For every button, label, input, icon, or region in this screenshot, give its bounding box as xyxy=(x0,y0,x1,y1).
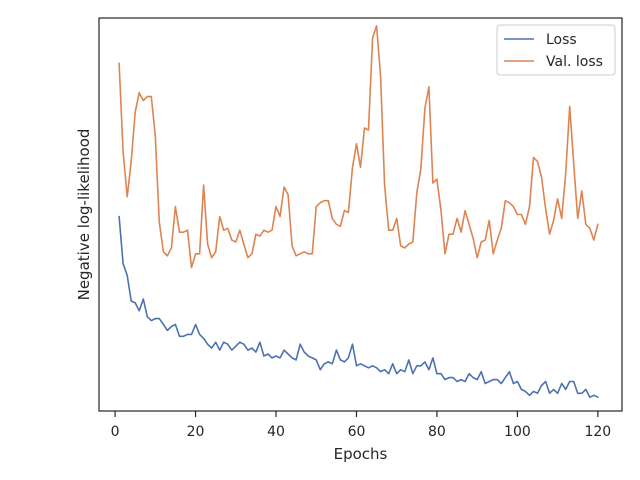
legend-label-val-loss: Val. loss xyxy=(546,54,603,70)
x-tick-label: 80 xyxy=(428,424,446,440)
x-tick-label: 0 xyxy=(111,424,120,440)
x-axis-label: Epochs xyxy=(334,445,388,463)
series-line-val-loss xyxy=(118,25,599,269)
legend: Loss Val. loss xyxy=(496,24,616,76)
plot-frame xyxy=(98,17,623,412)
series-line-loss xyxy=(118,215,599,399)
x-axis-ticks: 0 20 40 60 80 100 120 xyxy=(111,411,611,440)
x-tick-label: 40 xyxy=(267,424,285,440)
x-tick-label: 60 xyxy=(348,424,366,440)
legend-box xyxy=(496,24,616,76)
x-tick-label: 20 xyxy=(187,424,205,440)
x-tick-label: 120 xyxy=(584,424,611,440)
plot-area xyxy=(118,25,599,399)
y-axis-label: Negative log-likelihood xyxy=(75,129,93,301)
x-tick-label: 100 xyxy=(504,424,531,440)
legend-label-loss: Loss xyxy=(546,32,577,48)
